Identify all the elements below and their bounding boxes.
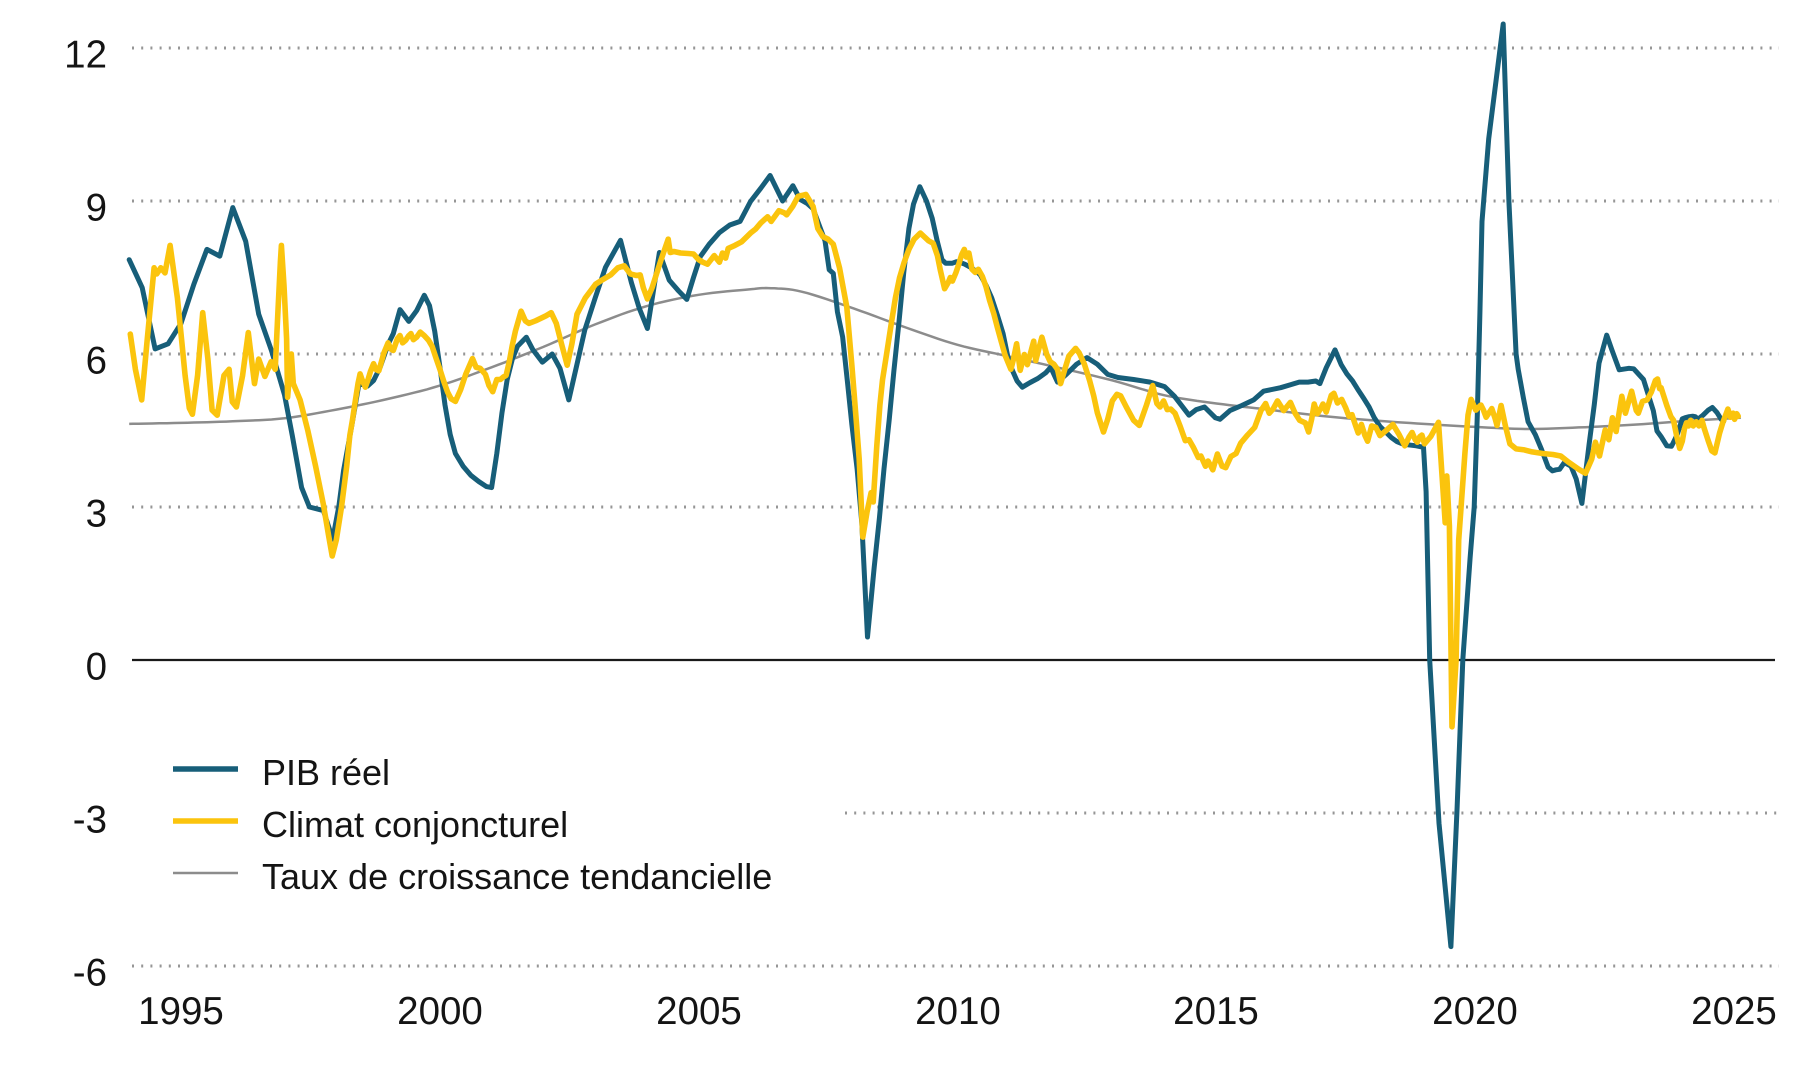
svg-text:2005: 2005	[656, 990, 742, 1033]
svg-text:6: 6	[86, 340, 107, 383]
svg-text:3: 3	[86, 493, 107, 536]
svg-text:12: 12	[64, 34, 107, 77]
svg-text:Climat conjoncturel: Climat conjoncturel	[262, 804, 568, 845]
svg-text:-6: -6	[73, 952, 107, 995]
svg-text:2025: 2025	[1691, 990, 1777, 1033]
svg-text:Taux de croissance tendanciell: Taux de croissance tendancielle	[262, 856, 772, 897]
svg-text:2010: 2010	[915, 990, 1001, 1033]
svg-text:0: 0	[86, 646, 107, 689]
svg-text:9: 9	[86, 187, 107, 230]
svg-text:PIB réel: PIB réel	[262, 752, 390, 793]
svg-text:2015: 2015	[1173, 990, 1259, 1033]
svg-text:2000: 2000	[397, 990, 483, 1033]
svg-text:-3: -3	[73, 799, 107, 842]
svg-text:2020: 2020	[1432, 990, 1518, 1033]
svg-text:1995: 1995	[138, 990, 224, 1033]
